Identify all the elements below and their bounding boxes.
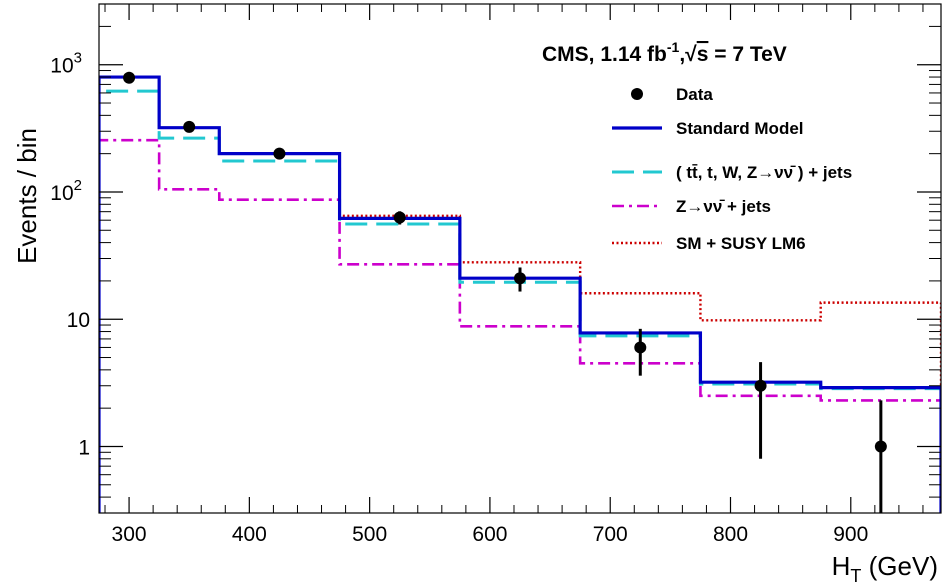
x-tick-label: 800 <box>713 523 748 546</box>
axes-layer: 300 400 500 600 700 800 900 1 10 102 103 <box>50 3 941 546</box>
title-s: s <box>697 43 709 66</box>
x-tick-label: 900 <box>833 523 868 546</box>
y-axis-label: Events / bin <box>12 128 42 264</box>
legend-entry: ( tt̄, t, W, Z→νν̄ ) + jets <box>612 163 852 182</box>
legend-entry: Standard Model <box>612 119 804 138</box>
y-tick-label: 103 <box>50 50 82 78</box>
data-marker <box>273 147 286 160</box>
series-solid-line <box>99 75 941 513</box>
x-axis-label-main: H <box>832 551 851 581</box>
data-marker <box>514 272 526 285</box>
x-axis-label-sub: T <box>850 566 861 583</box>
x-tick-label: 500 <box>352 523 387 546</box>
legend-label: Standard Model <box>676 119 804 138</box>
legend: Data Standard Model ( tt̄, t, W, Z→νν̄ ) +… <box>612 85 852 253</box>
data-point <box>634 328 647 376</box>
data-point <box>874 400 887 513</box>
series-dashdot-line <box>99 138 941 513</box>
series-dotted-line <box>99 75 941 513</box>
data-point <box>393 211 406 225</box>
y-tick-label: 1 <box>78 436 90 459</box>
x-tick-label: 400 <box>232 523 267 546</box>
legend-entry: Data <box>631 85 713 104</box>
data-marker <box>634 341 647 354</box>
x-tick-label: 700 <box>593 523 628 546</box>
data-point <box>123 71 136 84</box>
title-comma: , <box>679 43 685 66</box>
data-points-layer <box>123 71 887 513</box>
legend-label: Z→νν̄ + jets <box>676 197 771 216</box>
data-point <box>754 362 767 459</box>
title-suffix: = 7 TeV <box>708 43 786 66</box>
legend-marker <box>631 88 643 100</box>
x-axis-label: HT (GeV) <box>832 551 938 583</box>
legend-label: Data <box>676 85 713 104</box>
title-sup: -1 <box>667 39 680 55</box>
x-tick-label: 600 <box>472 523 507 546</box>
legend-entry: SM + SUSY LM6 <box>612 234 806 253</box>
title-prefix: CMS, 1.14 fb <box>542 43 667 66</box>
legend-entry: Z→νν̄ + jets <box>612 197 771 216</box>
y-tick-label: 10 <box>67 309 90 332</box>
x-tick-label: 300 <box>112 523 147 546</box>
legend-label: SM + SUSY LM6 <box>676 234 806 253</box>
legend-label: ( tt̄, t, W, Z→νν̄ ) + jets <box>676 163 852 182</box>
title-sqrt: √ <box>685 43 697 66</box>
data-marker <box>123 71 136 84</box>
chart-title: CMS, 1.14 fb-1,√s = 7 TeV <box>542 39 787 66</box>
data-point <box>273 147 286 160</box>
data-point <box>183 120 196 133</box>
x-axis-label-unit: (GeV) <box>861 551 938 581</box>
data-point <box>514 267 526 292</box>
title-text: CMS, 1.14 fb-1,√s = 7 TeV <box>542 39 787 66</box>
plot-frame <box>98 3 942 514</box>
data-marker <box>754 379 767 392</box>
data-marker <box>393 211 406 224</box>
data-marker <box>874 440 887 453</box>
y-tick-label: 102 <box>50 177 82 205</box>
histogram-layer <box>99 75 941 513</box>
axis-labels: Events / bin HT (GeV) <box>12 128 938 583</box>
data-marker <box>183 120 196 133</box>
